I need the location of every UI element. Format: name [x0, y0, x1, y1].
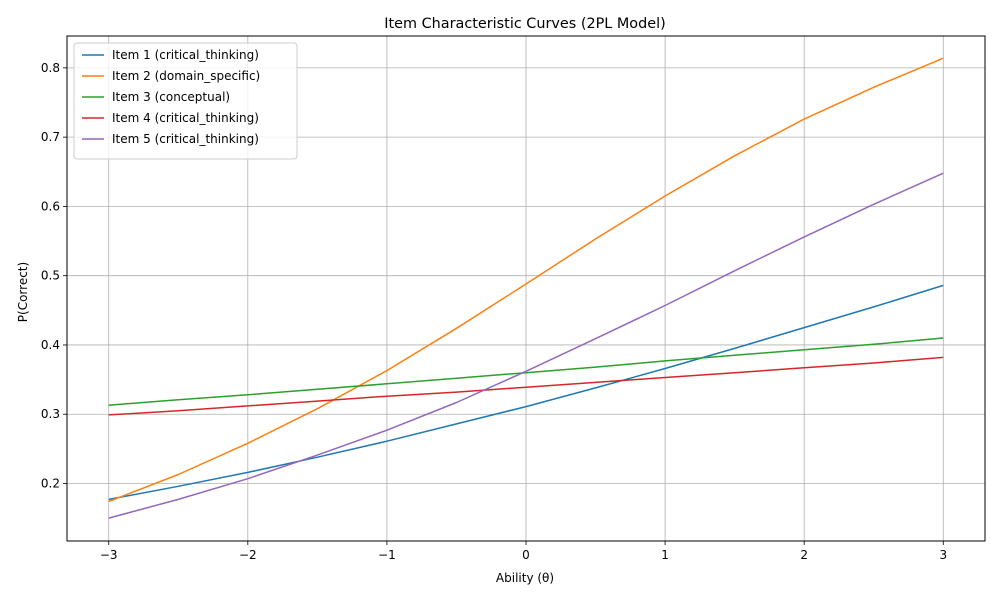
series-line-item-3 — [108, 337, 944, 406]
y-tick-label: 0.5 — [41, 269, 60, 283]
y-tick-label: 0.6 — [41, 199, 60, 213]
legend-label: Item 4 (critical_thinking) — [112, 111, 259, 125]
x-tick-label: −1 — [378, 548, 396, 562]
series-line-item-4 — [108, 356, 944, 416]
x-axis-label: Ability (θ) — [496, 571, 554, 585]
x-tick-label: −3 — [100, 548, 118, 562]
plot-area: −3 −2 −1 0 1 2 3 0.2 0.3 0.4 0.5 0.6 0.7 0.8 — [41, 35, 986, 562]
y-tick-label: 0.3 — [41, 407, 60, 421]
y-tick-label: 0.7 — [41, 130, 60, 144]
y-axis-label: P(Correct) — [16, 262, 30, 322]
series-line-item-2 — [108, 57, 944, 503]
series-line-item-5 — [108, 172, 944, 519]
y-tick-label: 0.4 — [41, 338, 60, 352]
chart-title: Item Characteristic Curves (2PL Model) — [384, 16, 665, 32]
legend-label: Item 5 (critical_thinking) — [112, 132, 259, 146]
x-tick-label: −2 — [239, 548, 257, 562]
x-axis-ticks: −3 −2 −1 0 1 2 3 — [100, 541, 947, 562]
x-tick-label: 0 — [522, 548, 530, 562]
grid — [67, 36, 985, 541]
x-tick-label: 2 — [800, 548, 808, 562]
y-axis-ticks: 0.2 0.3 0.4 0.5 0.6 0.7 0.8 — [41, 61, 67, 491]
series-line-item-1 — [108, 284, 944, 501]
legend-label: Item 3 (conceptual) — [112, 90, 230, 104]
legend-box — [73, 42, 298, 160]
x-tick-label: 3 — [939, 548, 947, 562]
y-tick-label: 0.2 — [41, 477, 60, 491]
legend-label: Item 2 (domain_specific) — [112, 69, 260, 83]
legend: Item 1 (critical_thinking) Item 2 (domain… — [73, 42, 298, 160]
legend-label: Item 1 (critical_thinking) — [112, 48, 259, 62]
x-tick-label: 1 — [661, 548, 669, 562]
series-lines — [108, 57, 944, 519]
y-tick-label: 0.8 — [41, 61, 60, 75]
